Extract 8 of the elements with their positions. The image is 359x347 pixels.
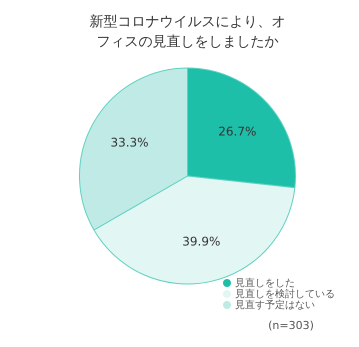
legend-label: 見直す予定はない — [235, 300, 315, 311]
legend-label: 見直しをした — [235, 278, 295, 289]
data-label: 26.7% — [218, 124, 256, 138]
legend-label: 見直しを検討している — [235, 289, 335, 300]
data-label: 39.9% — [182, 234, 220, 249]
text: (n=303) — [268, 319, 314, 332]
chart-title: 新型コロナウイルスにより、オフィスの見直しをしましたか — [88, 13, 286, 52]
data-label: 33.3% — [110, 136, 149, 150]
